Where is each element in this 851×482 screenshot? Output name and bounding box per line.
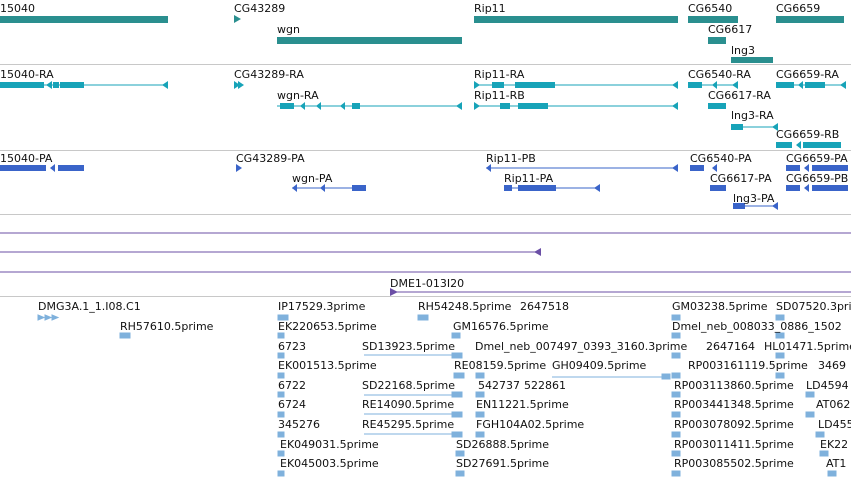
est-label[interactable]: EK049031.5prime xyxy=(280,438,379,451)
protein-label[interactable]: CG6540-PA xyxy=(690,152,752,165)
proteins-track: 15040-PA CG43289-PA wgn-PA Rip11-PB Rip1… xyxy=(0,151,851,215)
contig-track: DME1-013I20 xyxy=(0,215,851,297)
est-label[interactable]: RP003011411.5prime xyxy=(674,438,794,451)
est-label[interactable]: RE45295.5prime xyxy=(362,418,455,431)
transcript-label[interactable]: Rip11-RB xyxy=(474,89,525,102)
est-label[interactable]: 2647518 xyxy=(520,300,569,313)
est-label[interactable]: 6722 xyxy=(278,379,306,392)
genes-track: 15040 CG43289 wgn Rip11 CG6540 CG6659 CG… xyxy=(0,0,851,65)
transcripts-track: 15040-RA CG43289-RA wgn-RA Rip11-RA Rip1… xyxy=(0,65,851,151)
gene-label: Rip11 xyxy=(474,2,506,15)
est-label[interactable]: LD4594 xyxy=(806,379,849,392)
est-label[interactable]: GM16576.5prime xyxy=(453,320,549,333)
gene-feature[interactable] xyxy=(474,16,678,23)
transcript-label[interactable]: 15040-RA xyxy=(0,68,54,81)
est-label[interactable]: RH57610.5prime xyxy=(120,320,214,333)
est-label[interactable]: GM03238.5prime xyxy=(672,300,768,313)
transcript-label[interactable]: CG6659-RB xyxy=(776,128,840,141)
protein-label[interactable]: lng3-PA xyxy=(733,192,775,205)
gene-feature[interactable] xyxy=(688,16,738,23)
protein-glyphs xyxy=(0,164,848,210)
est-label[interactable]: HL01471.5prime xyxy=(764,340,851,353)
gene-label: 15040 xyxy=(0,2,35,15)
transcript-label[interactable]: lng3-RA xyxy=(731,109,774,122)
transcript-label[interactable]: wgn-RA xyxy=(277,89,319,102)
transcript-label[interactable]: CG6540-RA xyxy=(688,68,751,81)
gene-feature[interactable] xyxy=(731,57,773,63)
protein-label[interactable]: wgn-PA xyxy=(292,172,333,185)
gene-label: CG43289 xyxy=(234,2,286,15)
protein-label[interactable]: CG6617-PA xyxy=(710,172,772,185)
est-label[interactable]: SD13923.5prime xyxy=(362,340,455,353)
est-track: DMG3A.1_1.I08.C1 RH57610.5prime IP17529.… xyxy=(0,297,851,482)
est-label[interactable]: EK045003.5prime xyxy=(280,457,379,470)
protein-label[interactable]: CG6659-PB xyxy=(786,172,849,185)
protein-label[interactable]: Rip11-PB xyxy=(486,152,536,165)
transcript-label[interactable]: CG43289-RA xyxy=(234,68,304,81)
est-label[interactable]: Dmel_neb_008033_0886_1502 xyxy=(672,320,842,333)
est-label[interactable]: RP003078092.5prime xyxy=(674,418,794,431)
protein-label[interactable]: 15040-PA xyxy=(0,152,53,165)
gene-label: CG6617 xyxy=(708,23,753,36)
gene-label: CG6540 xyxy=(688,2,733,15)
est-label[interactable]: RP003441348.5prime xyxy=(674,398,794,411)
est-label[interactable]: GH09409.5prime xyxy=(552,359,647,372)
est-label[interactable]: FGH104A02.5prime xyxy=(476,418,585,431)
protein-label[interactable]: Rip11-PA xyxy=(504,172,554,185)
gene-feature[interactable] xyxy=(277,37,462,44)
est-label[interactable]: 2647164 xyxy=(706,340,755,353)
contig-glyphs xyxy=(0,232,851,296)
est-label[interactable]: RE14090.5prime xyxy=(362,398,455,411)
gene-feature[interactable] xyxy=(0,16,168,23)
est-label[interactable]: AT1 xyxy=(826,457,847,470)
gene-label: wgn xyxy=(277,23,300,36)
est-label[interactable]: EN11221.5prime xyxy=(476,398,569,411)
est-label[interactable]: LD455 xyxy=(818,418,851,431)
est-label[interactable]: SD07520.3prime xyxy=(776,300,851,313)
est-label[interactable]: 345276 xyxy=(278,418,320,431)
protein-label[interactable]: CG6659-PA xyxy=(786,152,848,165)
est-label[interactable]: 6724 xyxy=(278,398,306,411)
transcript-label[interactable]: CG6659-RA xyxy=(776,68,839,81)
est-label[interactable]: 6723 xyxy=(278,340,306,353)
protein-label[interactable]: CG43289-PA xyxy=(236,152,305,165)
est-label[interactable]: RH54248.5prime xyxy=(418,300,512,313)
est-label[interactable]: EK220653.5prime xyxy=(278,320,377,333)
est-label[interactable]: 522861 xyxy=(524,379,566,392)
est-label[interactable]: DMG3A.1_1.I08.C1 xyxy=(38,300,141,313)
gene-label: lng3 xyxy=(731,44,756,57)
est-label[interactable]: RP003113860.5prime xyxy=(674,379,794,392)
est-label[interactable]: SD27691.5prime xyxy=(456,457,549,470)
contig-label[interactable]: DME1-013I20 xyxy=(390,277,465,290)
est-label[interactable]: Dmel_neb_007497_0393_3160.3prime xyxy=(475,340,688,353)
transcript-label[interactable]: Rip11-RA xyxy=(474,68,525,81)
est-label[interactable]: AT062 xyxy=(816,398,851,411)
est-label[interactable]: RP003161119.5prime xyxy=(688,359,808,372)
est-label[interactable]: EK22 xyxy=(820,438,849,451)
transcript-label[interactable]: CG6617-RA xyxy=(708,89,771,102)
transcript-glyphs xyxy=(0,81,846,149)
est-glyphs xyxy=(37,314,837,477)
est-label[interactable]: RP003085502.5prime xyxy=(674,457,794,470)
gene-feature[interactable] xyxy=(776,16,844,23)
gene-feature[interactable] xyxy=(0,0,851,64)
est-label[interactable]: RE08159.5prime xyxy=(454,359,547,372)
est-label[interactable]: IP17529.3prime xyxy=(278,300,366,313)
est-label[interactable]: SD22168.5prime xyxy=(362,379,455,392)
est-label[interactable]: 542737 xyxy=(478,379,520,392)
est-label[interactable]: 3469 xyxy=(818,359,846,372)
gene-label: CG6659 xyxy=(776,2,821,15)
gene-feature[interactable] xyxy=(708,37,726,44)
est-label[interactable]: SD26888.5prime xyxy=(456,438,549,451)
est-label[interactable]: EK001513.5prime xyxy=(278,359,377,372)
